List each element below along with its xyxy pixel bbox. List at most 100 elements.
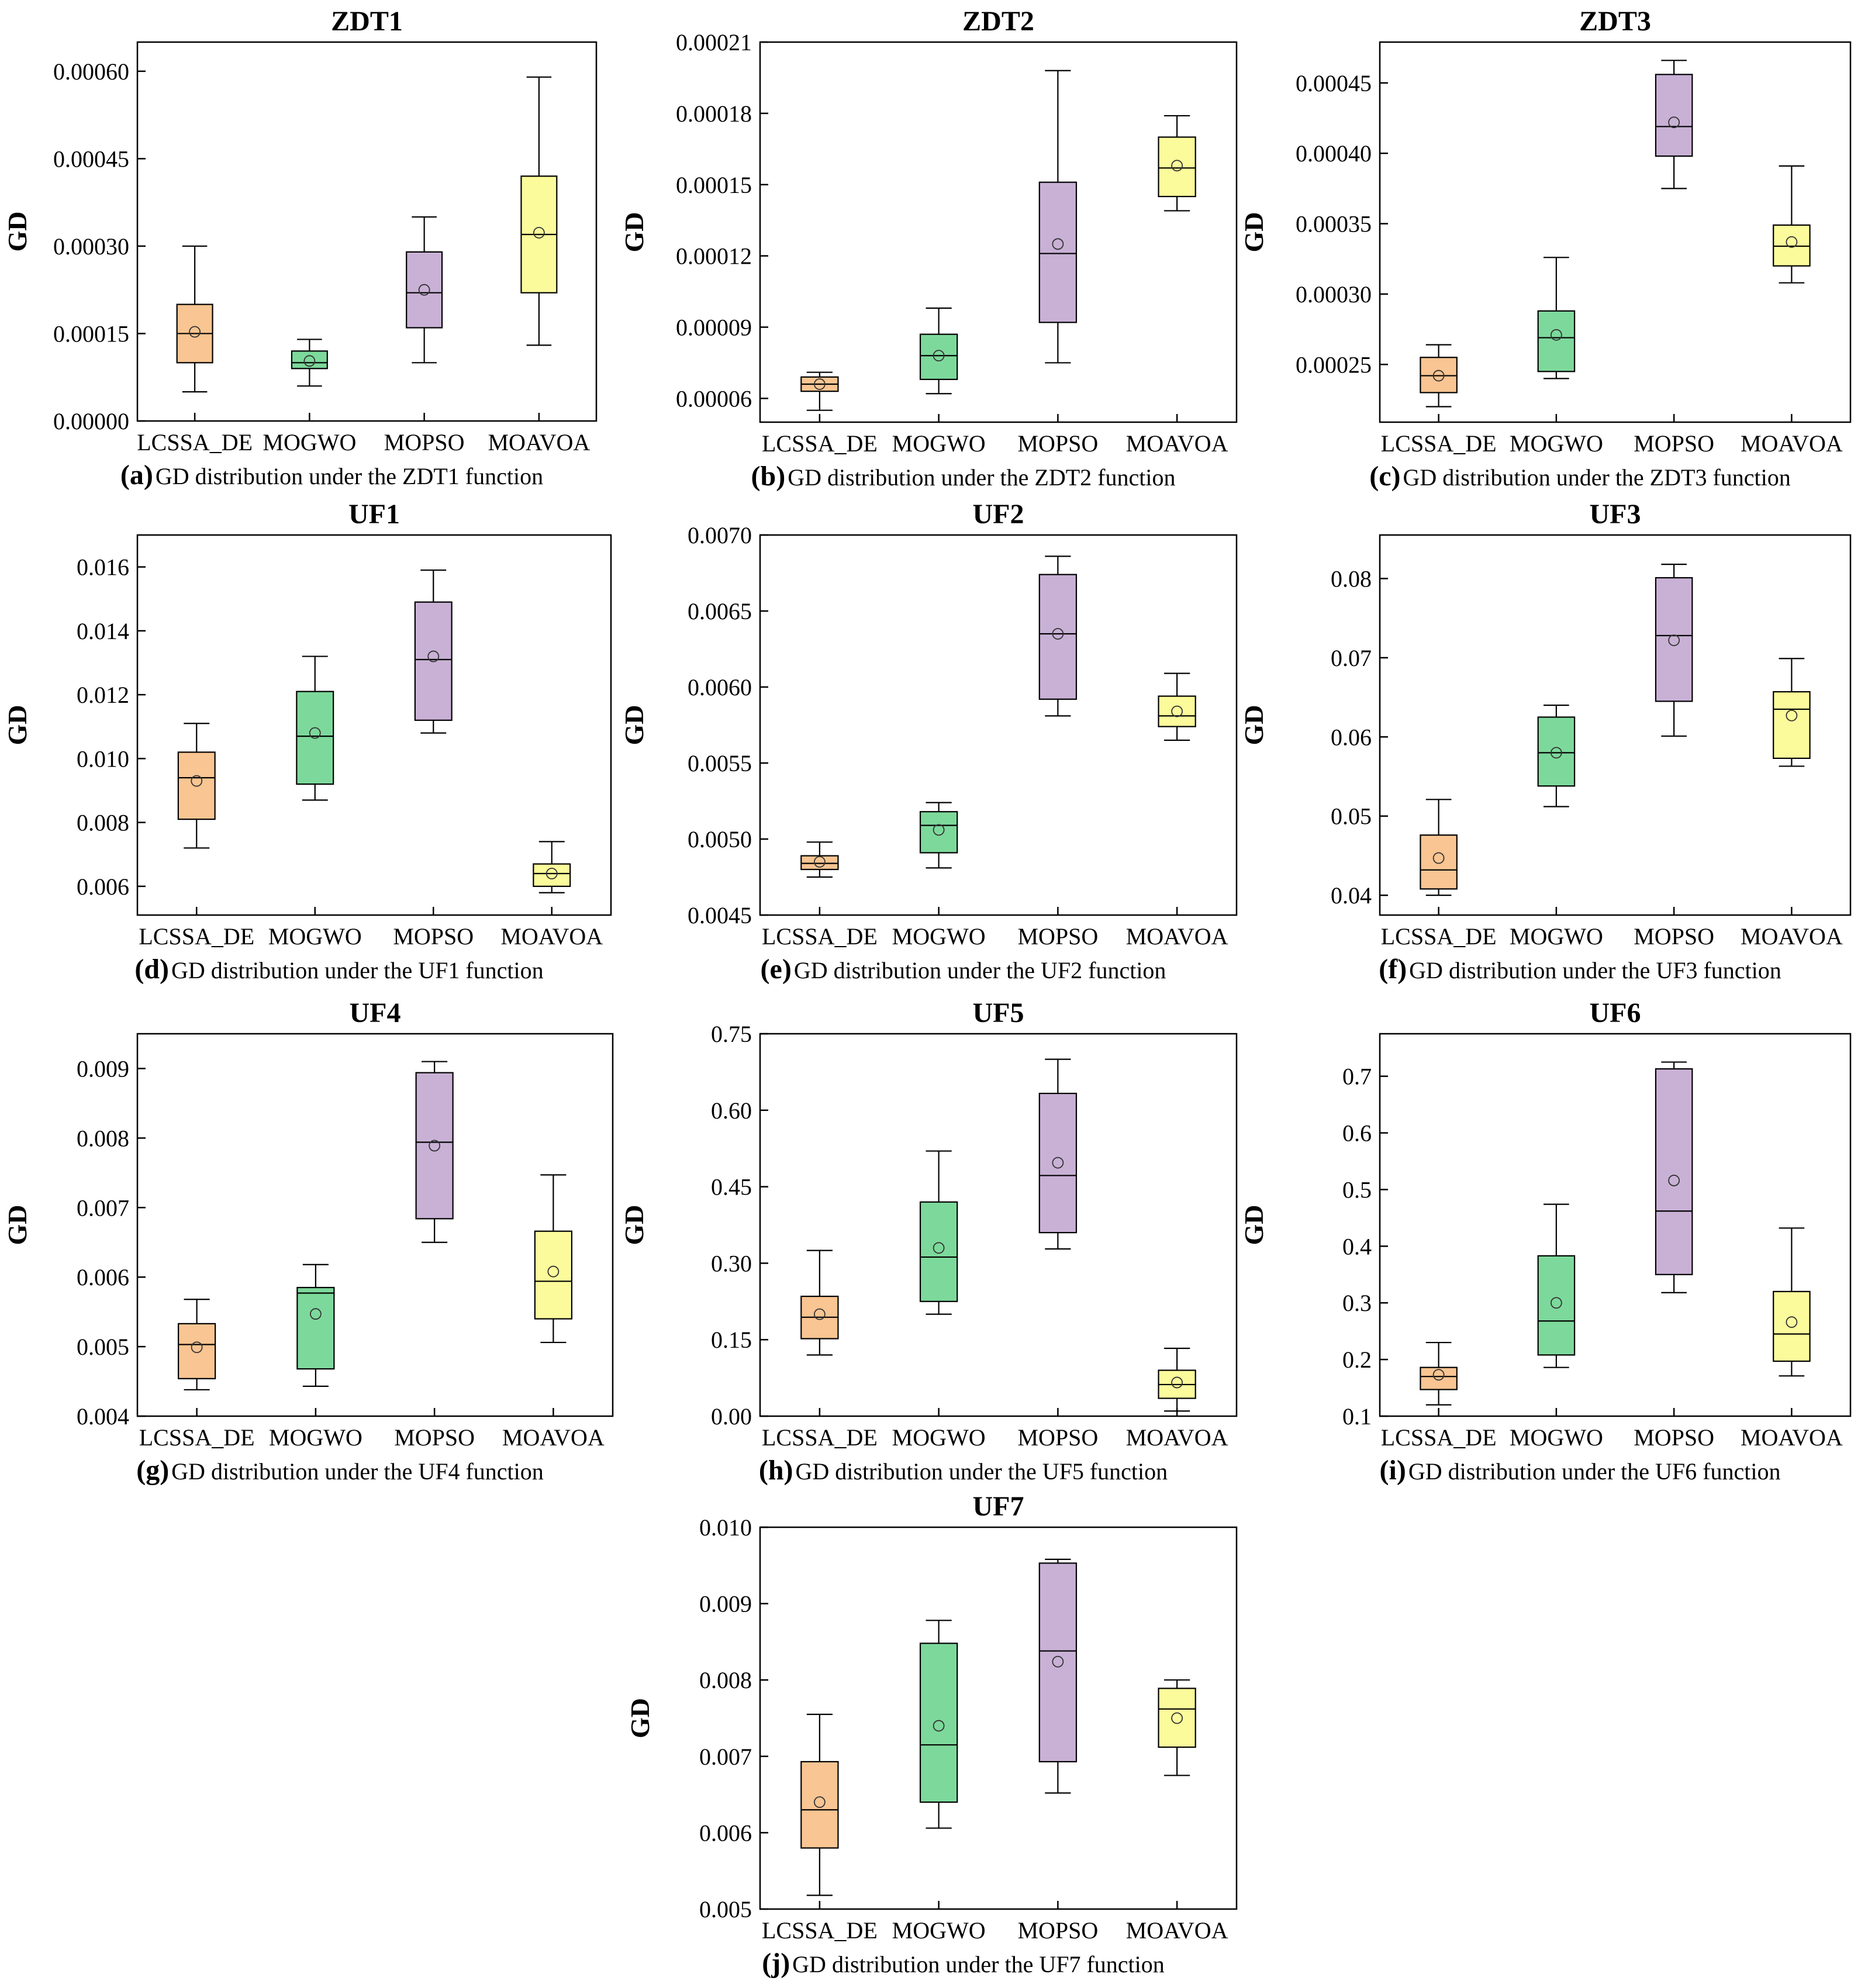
box-iqr — [919, 1201, 958, 1302]
chart-title: UF5 — [973, 998, 1024, 1028]
figure-caption: (e) GD distribution under the UF2 functio… — [761, 954, 1166, 985]
y-tick-label: 0.00021 — [676, 29, 752, 56]
y-axis-label: GD — [1239, 705, 1269, 746]
box-iqr — [1537, 716, 1576, 787]
plot-frame — [759, 41, 1238, 423]
mean-marker — [1786, 709, 1798, 722]
mean-marker — [1786, 236, 1798, 248]
mean-marker — [1550, 329, 1562, 341]
mean-marker — [813, 1796, 826, 1808]
x-tick-label: LCSSA_DE — [139, 1424, 255, 1451]
x-tick-label: MOAVOA — [1741, 923, 1843, 950]
y-tick-label: 0.010 — [699, 1514, 752, 1541]
box-mopso — [1038, 555, 1078, 717]
box-iqr — [534, 1230, 572, 1320]
mean-marker — [1052, 628, 1064, 640]
y-tick-label: 0.016 — [77, 554, 129, 581]
box-mogwo — [1537, 705, 1576, 807]
y-tick-label: 0.4 — [1342, 1233, 1372, 1259]
x-tick-label: MOPSO — [1017, 1424, 1098, 1451]
box-iqr — [919, 1642, 958, 1803]
box-iqr — [1158, 136, 1196, 198]
y-tick-label: 0.6 — [1342, 1120, 1372, 1147]
mean-marker — [547, 1265, 560, 1278]
y-tick-label: 0.2 — [1342, 1347, 1372, 1373]
box-iqr — [1420, 357, 1458, 394]
panel-uf6: UF6 0.1 0.2 0.3 0.4 0.5 0.6 0.7 GD LCSSA_DE MOGWO M… — [1239, 998, 1852, 1486]
mean-marker — [1171, 1376, 1183, 1389]
y-tick-label: 0.06 — [1331, 724, 1372, 750]
y-tick-label: 0.006 — [77, 874, 129, 900]
caption-letter: (i) — [1380, 1455, 1406, 1486]
box-mogwo — [1537, 257, 1576, 379]
box-lcssa-de — [176, 245, 213, 393]
box-mogwo — [296, 1264, 335, 1387]
box-iqr — [415, 1072, 454, 1220]
y-tick-label: 0.04 — [1331, 882, 1372, 909]
plot-frame — [1379, 41, 1852, 423]
y-tick-label: 0.45 — [711, 1174, 752, 1200]
y-tick-label: 0.007 — [77, 1195, 129, 1221]
x-tick-label: MOAVOA — [488, 429, 590, 455]
mean-marker — [1432, 370, 1445, 382]
x-tick-label: MOAVOA — [1126, 923, 1228, 950]
figure-caption: (c) GD distribution under the ZDT3 functi… — [1369, 461, 1791, 492]
box-moavoa — [1773, 1227, 1811, 1377]
box-iqr — [1655, 74, 1693, 157]
mean-marker — [1550, 747, 1562, 759]
y-tick-label: 0.0050 — [688, 826, 752, 853]
box-iqr — [1420, 834, 1458, 890]
y-tick-label: 0.5 — [1342, 1176, 1372, 1203]
panel-zdt3: ZDT3 0.00025 0.00030 0.00035 0.00040 0.00045 G… — [1239, 6, 1852, 492]
box-mopso — [1038, 1058, 1078, 1250]
y-tick-label: 0.0065 — [688, 598, 752, 624]
x-tick-label: LCSSA_DE — [1381, 1424, 1497, 1451]
y-tick-label: 0.00006 — [676, 385, 752, 412]
plot-frame — [1379, 1033, 1852, 1417]
mean-marker — [189, 326, 201, 338]
x-tick-label: LCSSA_DE — [1381, 923, 1497, 950]
y-tick-label: 0.00025 — [1296, 351, 1372, 378]
panel-uf5: UF5 0.00 0.15 0.30 0.45 0.60 0.75 GD LCSSA_DE MOG… — [619, 998, 1238, 1486]
plot-frame — [759, 534, 1238, 916]
chart-title: UF4 — [350, 998, 401, 1028]
box-iqr — [1773, 1290, 1811, 1362]
y-tick-label: 0.00060 — [53, 58, 129, 85]
x-tick-label: MOGWO — [268, 923, 362, 950]
x-tick-label: MOAVOA — [500, 923, 603, 950]
plot-frame — [136, 41, 598, 422]
mean-marker — [1550, 1297, 1562, 1309]
mean-marker — [813, 856, 826, 868]
caption-letter: (d) — [134, 954, 169, 985]
x-tick-label: LCSSA_DE — [762, 1424, 878, 1451]
x-tick-label: LCSSA_DE — [762, 923, 878, 950]
y-tick-label: 0.08 — [1331, 565, 1372, 592]
x-tick-label: MOPSO — [1017, 1917, 1098, 1944]
x-tick-label: LCSSA_DE — [137, 429, 253, 455]
box-iqr — [1158, 695, 1196, 727]
caption-letter: (c) — [1369, 461, 1400, 492]
box-iqr — [1038, 181, 1078, 323]
plot-frame — [136, 534, 612, 916]
box-lcssa-de — [800, 1250, 839, 1356]
caption-text: GD distribution under the UF3 function — [1409, 957, 1781, 983]
plot-frame — [759, 1033, 1238, 1417]
box-mogwo — [296, 655, 334, 801]
box-iqr — [1773, 691, 1811, 759]
y-axis-label: GD — [619, 212, 649, 253]
y-tick-label: 0.00045 — [1296, 70, 1372, 96]
box-lcssa-de — [800, 841, 839, 878]
x-tick-label: MOGWO — [1510, 1424, 1603, 1451]
y-tick-label: 0.7 — [1342, 1064, 1372, 1090]
y-tick-label: 0.00000 — [53, 408, 129, 434]
box-lcssa-de — [800, 371, 839, 411]
mean-marker — [303, 355, 316, 367]
mean-marker — [309, 1308, 322, 1320]
mean-marker — [813, 1308, 826, 1320]
box-iqr — [296, 1286, 335, 1370]
plot-frame — [1379, 534, 1852, 916]
y-tick-label: 0.006 — [77, 1264, 129, 1290]
y-axis-label: GD — [1239, 212, 1269, 253]
plot-frame — [759, 1526, 1238, 1910]
